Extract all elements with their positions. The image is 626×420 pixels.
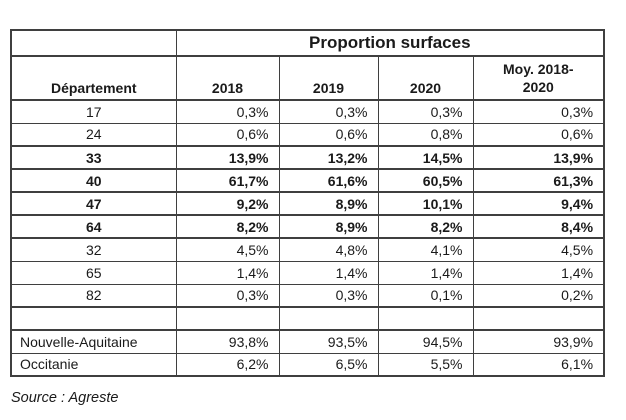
value-cell-2018: 0,3% [175,99,280,124]
dept-cell: 47 [10,191,177,216]
value-cell-moy: 61,3% [472,168,605,193]
value-cell-2020: 94,5% [377,329,474,354]
value-cell-2019: 0,3% [278,99,379,124]
value-cell-moy: 8,4% [472,214,605,239]
table-row-47: 47 9,2% 8,9% 10,1% 9,4% [10,191,605,216]
dept-cell: 33 [10,145,177,170]
table-title-row: Proportion surfaces [10,29,605,57]
value-cell-2019: 61,6% [278,168,379,193]
table-title: Proportion surfaces [175,29,605,57]
value-cell-moy: 0,2% [472,283,605,308]
value-cell-2020: 10,1% [377,191,474,216]
value-cell-2019: 4,8% [278,237,379,262]
table-row-nouvelle-aquitaine: Nouvelle-Aquitaine 93,8% 93,5% 94,5% 93,… [10,329,605,354]
column-header-2020: 2020 [377,55,474,101]
value-cell-2020: 8,2% [377,214,474,239]
dept-cell: 17 [10,99,177,124]
column-header-2019: 2019 [278,55,379,101]
value-cell-2018: 1,4% [175,260,280,285]
table-row-33: 33 13,9% 13,2% 14,5% 13,9% [10,145,605,170]
table-row-24: 24 0,6% 0,6% 0,8% 0,6% [10,122,605,147]
dept-cell: 32 [10,237,177,262]
value-cell-2020: 0,1% [377,283,474,308]
value-cell-2018: 61,7% [175,168,280,193]
value-cell-2018: 13,9% [175,145,280,170]
value-cell-2020: 0,3% [377,99,474,124]
value-cell-2018: 6,2% [175,352,280,377]
value-cell-2018: 0,3% [175,283,280,308]
value-cell-2019: 1,4% [278,260,379,285]
value-cell-2019: 8,9% [278,214,379,239]
value-cell-moy: 0,6% [472,122,605,147]
table-row-65: 65 1,4% 1,4% 1,4% 1,4% [10,260,605,285]
value-cell-2018 [175,306,280,331]
value-cell-moy: 0,3% [472,99,605,124]
column-header-departement: Département [10,55,177,101]
proportion-surfaces-table: Proportion surfaces Département 2018 201… [10,29,606,377]
table-row-17: 17 0,3% 0,3% 0,3% 0,3% [10,99,605,124]
value-cell-2019: 0,3% [278,283,379,308]
value-cell-2019 [278,306,379,331]
dept-cell: 65 [10,260,177,285]
table-row-32: 32 4,5% 4,8% 4,1% 4,5% [10,237,605,262]
column-header-moyenne-label: Moy. 2018-2020 [502,60,574,95]
value-cell-2020: 5,5% [377,352,474,377]
value-cell-moy [472,306,605,331]
value-cell-2020: 1,4% [377,260,474,285]
value-cell-moy: 93,9% [472,329,605,354]
table-row-82: 82 0,3% 0,3% 0,1% 0,2% [10,283,605,308]
dept-cell: 40 [10,168,177,193]
table-header-row: Département 2018 2019 2020 Moy. 2018-202… [10,55,605,101]
value-cell-2019: 6,5% [278,352,379,377]
value-cell-moy: 4,5% [472,237,605,262]
column-header-2018: 2018 [175,55,280,101]
value-cell-2018: 0,6% [175,122,280,147]
corner-cell [10,29,177,57]
value-cell-2019: 8,9% [278,191,379,216]
column-header-moyenne: Moy. 2018-2020 [472,55,605,101]
dept-cell [10,306,177,331]
proportion-surfaces-table-container: Proportion surfaces Département 2018 201… [10,29,606,377]
value-cell-moy: 9,4% [472,191,605,216]
dept-cell: Occitanie [10,352,177,377]
value-cell-2020: 14,5% [377,145,474,170]
value-cell-moy: 1,4% [472,260,605,285]
value-cell-2019: 93,5% [278,329,379,354]
table-row-64: 64 8,2% 8,9% 8,2% 8,4% [10,214,605,239]
dept-cell: 24 [10,122,177,147]
value-cell-2020: 4,1% [377,237,474,262]
value-cell-moy: 13,9% [472,145,605,170]
table-row-occitanie: Occitanie 6,2% 6,5% 5,5% 6,1% [10,352,605,377]
value-cell-2019: 13,2% [278,145,379,170]
value-cell-2020: 0,8% [377,122,474,147]
dept-cell: Nouvelle-Aquitaine [10,329,177,354]
value-cell-2018: 4,5% [175,237,280,262]
value-cell-2019: 0,6% [278,122,379,147]
dept-cell: 64 [10,214,177,239]
value-cell-2018: 8,2% [175,214,280,239]
dept-cell: 82 [10,283,177,308]
table-row-empty [10,306,605,331]
table-row-40: 40 61,7% 61,6% 60,5% 61,3% [10,168,605,193]
value-cell-2020 [377,306,474,331]
value-cell-2020: 60,5% [377,168,474,193]
source-note: Source : Agreste [11,390,119,406]
value-cell-2018: 93,8% [175,329,280,354]
value-cell-2018: 9,2% [175,191,280,216]
value-cell-moy: 6,1% [472,352,605,377]
